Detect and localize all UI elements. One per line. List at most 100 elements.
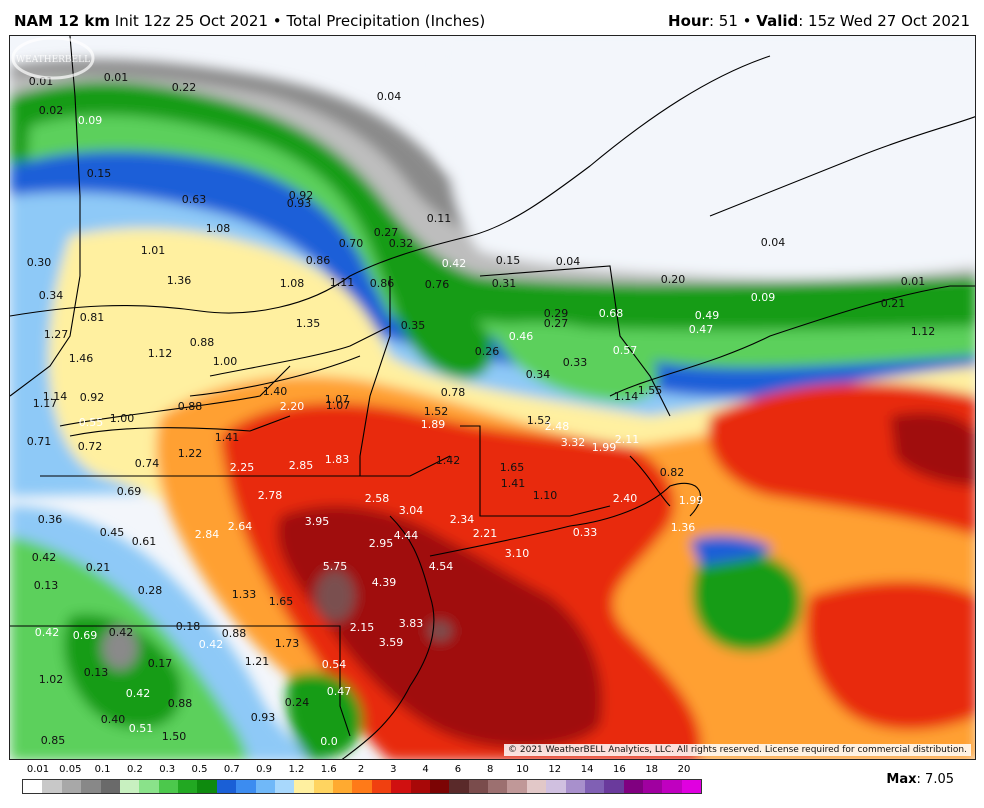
precip-value-label: 0.30 <box>27 256 52 269</box>
title-separator: • <box>272 12 282 30</box>
precip-value-label: 3.95 <box>305 515 330 528</box>
precip-value-label: 0.92 <box>289 189 314 202</box>
legend-swatch <box>371 780 392 793</box>
precip-value-label: 2.11 <box>615 433 640 446</box>
precip-value-label: 1.52 <box>527 414 552 427</box>
precip-value-label: 0.93 <box>287 197 312 210</box>
precip-value-label: 0.86 <box>306 254 331 267</box>
legend-swatch <box>449 780 469 793</box>
precip-value-label: 1.35 <box>296 317 321 330</box>
product-name: Total Precipitation (Inches) <box>286 12 486 30</box>
precip-value-label: 1.12 <box>148 347 173 360</box>
legend-colorbar <box>22 779 702 794</box>
us-canada-border-east <box>479 265 671 417</box>
precip-value-label: 1.08 <box>280 277 305 290</box>
precip-value-label: 0.71 <box>27 435 52 448</box>
precip-value-label: 0.34 <box>526 368 551 381</box>
precip-value-label: 0.72 <box>78 440 103 453</box>
precip-value-label: 0.88 <box>190 336 215 349</box>
logo-text: WEATHERBELL <box>16 55 90 65</box>
precip-value-label: 0.85 <box>41 734 66 747</box>
legend-swatch <box>468 780 488 793</box>
precip-value-label: 1.50 <box>162 730 187 743</box>
precip-value-label: 1.65 <box>269 595 294 608</box>
maine-coast <box>609 285 975 397</box>
precip-value-label: 1.12 <box>911 325 936 338</box>
legend-tick-label: 10 <box>516 764 529 775</box>
precip-value-label: 0.04 <box>761 236 786 249</box>
precip-value-label: 0.13 <box>84 666 109 679</box>
precip-value-label: 0.02 <box>39 104 64 117</box>
precip-value-label: 1.01 <box>141 244 166 257</box>
precip-value-label: 1.21 <box>245 655 270 668</box>
precip-value-label: 0.15 <box>87 167 112 180</box>
precip-value-label: 0.18 <box>176 620 201 633</box>
precip-fields <box>10 36 975 759</box>
precip-value-label: 0.42 <box>442 257 467 270</box>
precip-value-label: 1.17 <box>33 397 58 410</box>
precip-southwest-gray <box>102 626 138 670</box>
precip-value-label: 0.54 <box>322 658 347 671</box>
legend-swatch <box>584 780 605 793</box>
legend-swatch <box>100 780 120 793</box>
precip-value-label: 1.55 <box>638 384 663 397</box>
legend-tick-label: 8 <box>487 764 494 775</box>
precip-value-label: 2.58 <box>365 492 390 505</box>
precip-value-label: 2.48 <box>545 420 570 433</box>
precip-value-label: 4.39 <box>372 576 397 589</box>
precip-value-label: 3.04 <box>399 504 424 517</box>
precip-value-label: 0.88 <box>168 697 193 710</box>
precip-none-quebec <box>440 36 975 278</box>
precip-value-label: 1.07 <box>326 399 351 412</box>
precip-value-label: 0.13 <box>34 579 59 592</box>
precip-value-label: 0.21 <box>881 297 906 310</box>
legend-swatch <box>352 780 372 793</box>
precip-value-label: 0.86 <box>370 277 395 290</box>
legend-tick-label: 20 <box>677 764 691 775</box>
precip-value-label: 0.33 <box>573 526 598 539</box>
legend-tick-label: 6 <box>454 764 462 775</box>
precip-value-label: 0.42 <box>32 551 57 564</box>
precip-value-label: 5.75 <box>323 560 348 573</box>
precip-value-label: 1.73 <box>275 637 300 650</box>
lake-ontario-south <box>189 355 361 397</box>
precip-value-label: 3.83 <box>399 617 424 630</box>
precipitation-map: 0.01 0.01 0.22 0.04 0.02 0.09 0.15 0.63 0.92 0.93… <box>9 35 976 760</box>
precip-value-label: 2.20 <box>280 400 305 413</box>
precip-value-label: 1.36 <box>167 274 192 287</box>
precip-value-label: 1.10 <box>533 489 558 502</box>
legend-swatch <box>274 780 295 793</box>
precip-value-label: 1.00 <box>213 355 238 368</box>
precip-value-label: 0.01 <box>901 275 926 288</box>
legend-tick-label: 0.1 <box>94 764 111 775</box>
legend-labels: 0.01 0.05 0.1 0.2 0.3 0.5 0.7 0.9 1.2 1.6 2 3 4 6 8 10 1… <box>22 764 702 778</box>
legend-tick-label: 4 <box>422 764 429 775</box>
legend-swatch <box>23 780 43 793</box>
precip-value-label: 0.69 <box>117 485 142 498</box>
precip-value-label: 0.70 <box>339 237 364 250</box>
legend-tick-label: 0.01 <box>26 764 50 775</box>
lake-erie-south <box>69 415 291 437</box>
legend-swatch <box>61 780 82 793</box>
precip-value-label: 0.57 <box>613 344 638 357</box>
precip-value-label: 0.01 <box>104 71 129 84</box>
precip-offshore-green <box>692 550 802 652</box>
legend-swatch <box>546 780 566 793</box>
precip-value-label: 0.76 <box>425 278 450 291</box>
precip-value-label: 2.84 <box>195 528 220 541</box>
new-england-borders <box>460 425 611 517</box>
precip-core-darkred-east <box>890 412 975 486</box>
precip-newengland-green <box>490 322 658 402</box>
legend-tick-label: 0.3 <box>159 764 176 775</box>
precip-value-label: 0.40 <box>101 713 126 726</box>
precip-value-label: 0.68 <box>599 307 624 320</box>
precip-value-label: 0.78 <box>441 386 466 399</box>
legend-swatch <box>255 780 275 793</box>
precip-value-label: 3.59 <box>379 636 404 649</box>
legend-swatch <box>410 780 430 793</box>
precip-value-label: 1.89 <box>421 418 446 431</box>
precip-value-label: 2.15 <box>350 621 375 634</box>
legend-swatch <box>623 780 643 793</box>
legend-tick-label: 0.7 <box>223 764 240 775</box>
precip-value-label: 4.54 <box>429 560 454 573</box>
